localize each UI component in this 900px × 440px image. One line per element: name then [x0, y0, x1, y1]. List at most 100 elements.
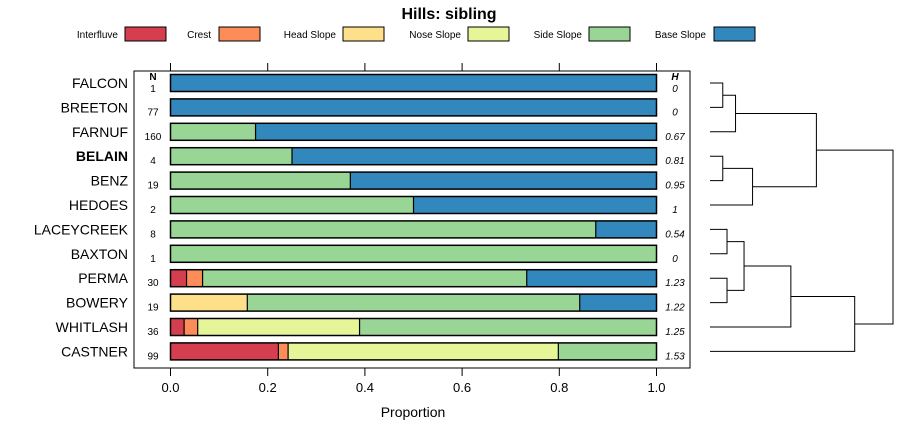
bar-row-bowery	[169, 293, 658, 312]
bar-row-falcon	[169, 73, 658, 93]
dendrogram-branch	[710, 265, 792, 328]
dendrogram-branch	[710, 167, 754, 206]
dendrogram-branch	[727, 241, 745, 291]
bar-row-baxton	[169, 244, 658, 264]
n-value-bowery: 19	[147, 303, 159, 314]
h-value-benz: 0.95	[665, 181, 685, 192]
n-value-farnuf: 160	[145, 132, 162, 143]
legend-label-head-slope: Head Slope	[284, 30, 337, 41]
dendrogram-branch	[816, 149, 894, 325]
bar-segment-castner-interfluve	[170, 342, 279, 360]
bar-row-castner	[169, 342, 658, 361]
bar-outline	[169, 73, 658, 93]
n-value-hedoes: 2	[150, 205, 156, 216]
dendrogram-branch	[735, 113, 817, 188]
bar-segment-castner-crest	[278, 342, 289, 360]
legend-swatch-interfluve	[124, 26, 167, 42]
bar-outline	[169, 220, 658, 239]
h-value-falcon: 0	[672, 84, 678, 95]
n-value-whitlash: 36	[147, 327, 159, 338]
bar-segment-farnuf-base-slope	[255, 123, 657, 141]
n-value-belain: 4	[150, 156, 156, 167]
row-label-farnuf: FARNUF	[72, 124, 128, 140]
dendrogram-branch	[710, 155, 724, 182]
bar-row-farnuf	[169, 122, 658, 142]
legend-swatch-head-slope	[342, 26, 385, 42]
legend-swatch-side-slope	[588, 26, 631, 42]
bar-segment-benz-side-slope	[170, 172, 351, 190]
row-label-belain: BELAIN	[76, 148, 128, 164]
x-tick-label: 1.0	[647, 380, 665, 395]
bar-outline	[169, 317, 658, 337]
bar-segment-perma-crest	[186, 269, 203, 287]
bar-outline	[169, 342, 658, 361]
bar-segment-belain-side-slope	[170, 147, 292, 165]
row-label-benz: BENZ	[91, 173, 129, 189]
bar-row-benz	[169, 171, 658, 190]
bar-segment-laceycreek-base-slope	[595, 220, 657, 238]
x-tick-label: 0.4	[356, 380, 374, 395]
h-value-breeton: 0	[672, 107, 678, 118]
h-column: H 0 0 0.67 0.81 0.95 1 0.54 0 1.23 1.22 1.25 1.53	[665, 72, 685, 362]
legend-label-nose-slope: Nose Slope	[409, 30, 461, 41]
h-value-whitlash: 1.25	[665, 327, 685, 338]
bar-segment-belain-base-slope	[292, 147, 657, 165]
x-axis-label: Proportion	[381, 404, 446, 420]
bar-segment-laceycreek-side-slope	[170, 220, 596, 238]
bar-row-laceycreek	[169, 220, 658, 239]
chart-title: Hills: sibling	[401, 6, 496, 23]
bar-segment-breeton-base-slope	[170, 98, 657, 116]
h-value-baxton: 0	[672, 254, 678, 265]
bar-outline	[169, 171, 658, 190]
legend-swatch-base-slope	[713, 26, 756, 42]
h-value-farnuf: 0.67	[665, 132, 685, 143]
x-tick-label: 0.6	[453, 380, 471, 395]
n-column: N 1 77 160 4 19 2 8 1 30 19 36 99	[145, 72, 162, 362]
legend-label-side-slope: Side Slope	[534, 30, 583, 41]
h-header: H	[671, 72, 679, 83]
x-tick-label: 0.0	[161, 380, 179, 395]
bar-outline	[169, 122, 658, 142]
bar-segment-perma-interfluve	[170, 269, 187, 287]
bar-segment-perma-side-slope	[202, 269, 527, 287]
n-value-castner: 99	[147, 351, 159, 362]
bar-segment-bowery-head-slope	[170, 294, 248, 312]
n-value-perma: 30	[147, 278, 159, 289]
dendrogram-branch	[710, 228, 728, 255]
legend-label-base-slope: Base Slope	[655, 30, 707, 41]
n-header: N	[149, 72, 156, 83]
bar-segment-perma-base-slope	[526, 269, 657, 287]
row-label-laceycreek: LACEYCREEK	[34, 221, 129, 237]
legend: Interfluve Crest Head Slope Nose Slope Side …	[77, 26, 756, 42]
bar-segment-bowery-base-slope	[579, 294, 657, 312]
n-value-baxton: 1	[150, 254, 156, 265]
dendrogram-branch	[710, 82, 724, 108]
bar-outline	[169, 293, 658, 312]
h-value-bowery: 1.22	[665, 303, 685, 314]
dendrogram-branch	[710, 277, 728, 304]
plot-frame	[133, 70, 691, 369]
bar-segment-whitlash-side-slope	[359, 318, 657, 336]
bar-segment-bowery-side-slope	[247, 294, 580, 312]
dendrogram	[710, 82, 894, 352]
legend-label-interfluve: Interfluve	[77, 30, 119, 41]
legend-label-crest: Crest	[187, 30, 211, 41]
bar-segment-castner-nose-slope	[288, 342, 559, 360]
bar-segment-falcon-base-slope	[170, 74, 657, 92]
bar-segment-castner-side-slope	[558, 342, 657, 360]
h-value-hedoes: 1	[672, 205, 678, 216]
row-label-falcon: FALCON	[72, 75, 128, 91]
bar-segment-whitlash-interfluve	[170, 318, 185, 336]
row-label-hedoes: HEDOES	[69, 197, 128, 213]
n-value-falcon: 1	[150, 84, 156, 95]
row-label-perma: PERMA	[78, 270, 128, 286]
bar-row-breeton	[169, 98, 658, 117]
bar-row-hedoes	[169, 195, 658, 215]
row-label-whitlash: WHITLASH	[56, 319, 128, 335]
bar-segment-farnuf-side-slope	[170, 123, 256, 141]
bar-outline	[169, 98, 658, 117]
bar-segment-whitlash-crest	[184, 318, 198, 336]
top-axis-ticks	[170, 63, 657, 71]
x-tick-label: 0.8	[550, 380, 568, 395]
